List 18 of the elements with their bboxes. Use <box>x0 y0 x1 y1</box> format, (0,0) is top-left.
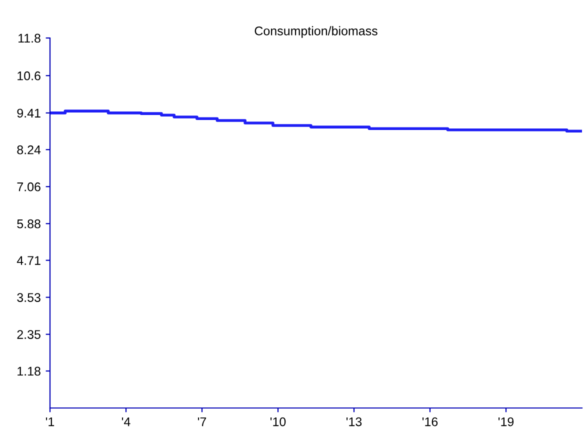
y-tick-label: 7.06 <box>17 182 40 192</box>
y-tick-label: 5.88 <box>17 219 40 228</box>
x-tick-label: '1 <box>46 417 54 426</box>
y-tick-label: 9.41 <box>17 108 40 118</box>
x-tick-label: '19 <box>498 417 514 426</box>
y-tick-label: 10.6 <box>18 71 40 80</box>
y-tick-label: 8.24 <box>17 145 41 154</box>
y-tick-label: 3.53 <box>17 293 40 302</box>
y-tick-label: 11.8 <box>18 34 40 43</box>
x-tick-label: '10 <box>270 417 286 426</box>
chart-title: Consumption/biomass <box>254 26 378 38</box>
x-tick-label: '13 <box>346 417 362 426</box>
y-tick-label: 1.18 <box>18 366 40 376</box>
y-tick-label: 2.35 <box>17 330 40 339</box>
x-tick-label: '7 <box>198 417 206 426</box>
x-tick-label: '4 <box>122 417 130 426</box>
y-tick-label: 4.71 <box>16 256 40 265</box>
x-tick-label: '16 <box>422 417 438 426</box>
